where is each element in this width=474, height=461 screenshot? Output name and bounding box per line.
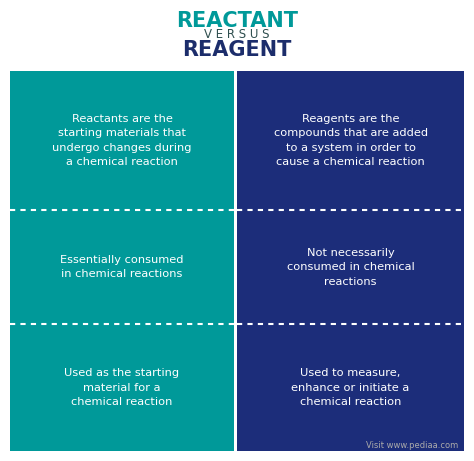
Text: Not necessarily
consumed in chemical
reactions: Not necessarily consumed in chemical rea… <box>287 248 414 287</box>
Text: Reactants are the
starting materials that
undergo changes during
a chemical reac: Reactants are the starting materials tha… <box>52 114 192 167</box>
Text: Reagents are the
compounds that are added
to a system in order to
cause a chemic: Reagents are the compounds that are adde… <box>273 114 428 167</box>
Text: Used to measure,
enhance or initiate a
chemical reaction: Used to measure, enhance or initiate a c… <box>292 368 410 408</box>
Text: REAGENT: REAGENT <box>182 41 292 60</box>
Text: V E R S U S: V E R S U S <box>204 28 270 41</box>
FancyBboxPatch shape <box>237 210 464 325</box>
FancyBboxPatch shape <box>10 325 234 451</box>
Text: Used as the starting
material for a
chemical reaction: Used as the starting material for a chem… <box>64 368 180 408</box>
Text: Visit www.pediaa.com: Visit www.pediaa.com <box>366 441 458 449</box>
FancyBboxPatch shape <box>237 71 464 210</box>
FancyBboxPatch shape <box>10 71 234 210</box>
FancyBboxPatch shape <box>10 210 234 325</box>
Text: REACTANT: REACTANT <box>176 11 298 30</box>
FancyBboxPatch shape <box>237 325 464 451</box>
Text: Essentially consumed
in chemical reactions: Essentially consumed in chemical reactio… <box>60 255 184 279</box>
